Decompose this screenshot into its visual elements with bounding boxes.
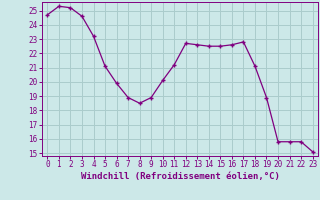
X-axis label: Windchill (Refroidissement éolien,°C): Windchill (Refroidissement éolien,°C) bbox=[81, 172, 279, 181]
